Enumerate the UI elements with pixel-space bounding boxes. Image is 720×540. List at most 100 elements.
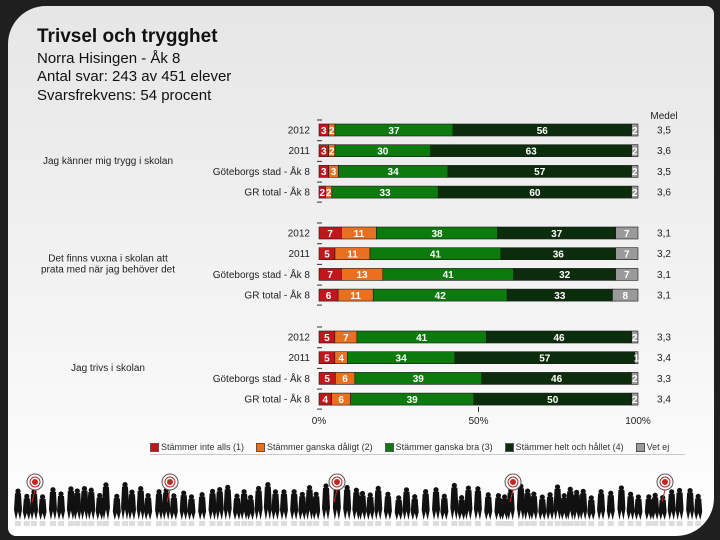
question-label: Jag trivs i skolan [71, 363, 145, 374]
bar-value-label: 2 [329, 147, 335, 158]
person-silhouette-icon [566, 486, 575, 526]
bar-value-label: 13 [357, 270, 369, 281]
bar-value-label: 41 [430, 250, 442, 261]
bar-value-label: 6 [338, 395, 344, 406]
bar-value-label: 2 [632, 395, 638, 406]
person-silhouette-icon [263, 482, 272, 526]
person-silhouette-icon [617, 485, 626, 526]
bar-value-label: 50 [547, 395, 559, 406]
bar-value-label: 32 [559, 270, 571, 281]
person-silhouette-icon [155, 489, 164, 526]
bar-value-label: 2 [632, 167, 638, 178]
bar-value-label: 41 [416, 333, 428, 344]
person-silhouette-icon [675, 487, 684, 526]
person-silhouette-icon [394, 495, 403, 526]
bar-value-label: 2 [632, 333, 638, 344]
mean-value: 3,1 [657, 291, 671, 302]
x-tick-label: 0% [312, 416, 327, 427]
row-label: GR total - Åk 8 [244, 186, 310, 199]
person-silhouette-icon [80, 485, 89, 526]
bar-value-label: 5 [324, 374, 330, 385]
school-subtitle: Norra Hisingen - Åk 8 [37, 50, 181, 67]
row-label: 2012 [288, 229, 311, 240]
person-silhouette-icon [538, 494, 547, 526]
row-label: GR total - Åk 8 [244, 289, 310, 302]
person-silhouette-icon [579, 488, 588, 526]
person-silhouette-icon [457, 495, 466, 526]
target-marker-icon [26, 473, 44, 503]
bar-value-label: 11 [350, 291, 361, 302]
person-silhouette-icon [560, 493, 569, 526]
row-label: 2012 [288, 126, 311, 137]
bar-value-label: 33 [379, 188, 391, 199]
bar-segment [631, 185, 639, 199]
bar-value-label: 37 [388, 126, 400, 137]
mean-value: 3,4 [657, 353, 671, 364]
page-title: Trivsel och trygghet [37, 26, 218, 47]
bar-value-label: 39 [407, 395, 419, 406]
person-silhouette-icon [162, 487, 171, 526]
person-silhouette-icon [473, 486, 482, 526]
person-silhouette-icon [634, 494, 643, 526]
bar-value-label: 7 [624, 229, 630, 240]
person-silhouette-icon [136, 485, 145, 526]
bar-value-label: 57 [539, 354, 551, 365]
legend-label: Vet ej [646, 442, 670, 452]
bar-value-label: 57 [534, 167, 546, 178]
bar-segment [612, 288, 639, 302]
bar-value-label: 42 [435, 291, 447, 302]
person-silhouette-icon [279, 489, 288, 526]
x-tick-label: 100% [625, 416, 651, 427]
person-silhouette-icon [305, 484, 314, 526]
legend-item-4: Stämmer helt och hållet (4) [504, 440, 624, 454]
person-silhouette-icon [352, 487, 361, 526]
bar-value-label: 2 [329, 126, 335, 137]
person-silhouette-icon [208, 488, 217, 526]
person-silhouette-icon [14, 488, 22, 526]
person-silhouette-icon [240, 489, 249, 526]
bar-value-label: 39 [413, 374, 425, 385]
person-silhouette-icon [73, 488, 82, 526]
mean-value: 3,1 [657, 229, 671, 240]
person-silhouette-icon [57, 491, 66, 526]
bar-segment [634, 351, 639, 365]
mean-value: 3,2 [657, 249, 671, 260]
bar-value-label: 37 [551, 229, 563, 240]
person-silhouette-icon [48, 487, 57, 526]
person-silhouette-icon [290, 489, 299, 526]
row-label: GR total - Åk 8 [244, 393, 310, 406]
bar-segment [615, 226, 639, 240]
mean-value: 3,6 [657, 146, 671, 157]
bar-segment [631, 372, 639, 385]
row-label: 2011 [288, 249, 310, 260]
bar-value-label: 46 [551, 374, 563, 385]
person-silhouette-icon [432, 487, 441, 526]
legend-swatch-icon [256, 442, 266, 452]
bar-value-label: 3 [331, 167, 337, 178]
person-silhouette-icon [101, 482, 110, 526]
response-count: Antal svar: 243 av 451 elever [37, 68, 232, 85]
row-label: 2011 [288, 146, 310, 157]
person-silhouette-icon [421, 489, 430, 526]
bar-value-label: 3 [321, 167, 327, 178]
bar-value-label: 8 [622, 291, 628, 302]
person-silhouette-icon [546, 492, 555, 526]
target-marker-icon [504, 473, 522, 503]
mean-value: 3,6 [657, 188, 671, 199]
person-silhouette-icon [271, 489, 280, 526]
person-silhouette-icon [572, 489, 581, 526]
person-silhouette-icon [606, 490, 615, 526]
mean-value: 3,3 [657, 333, 671, 344]
person-silhouette-icon [410, 494, 419, 526]
legend-item-2: Stämmer ganska dåligt (2) [256, 440, 373, 454]
person-silhouette-icon [667, 489, 676, 526]
person-silhouette-icon [179, 490, 188, 526]
mean-value: 3,5 [657, 167, 671, 178]
target-marker-icon [656, 473, 674, 503]
bar-value-label: 56 [537, 126, 549, 137]
person-silhouette-icon [402, 487, 411, 526]
row-label: Göteborgs stad - Åk 8 [213, 165, 311, 178]
person-silhouette-icon [464, 485, 473, 526]
mean-value: 3,1 [657, 270, 671, 281]
